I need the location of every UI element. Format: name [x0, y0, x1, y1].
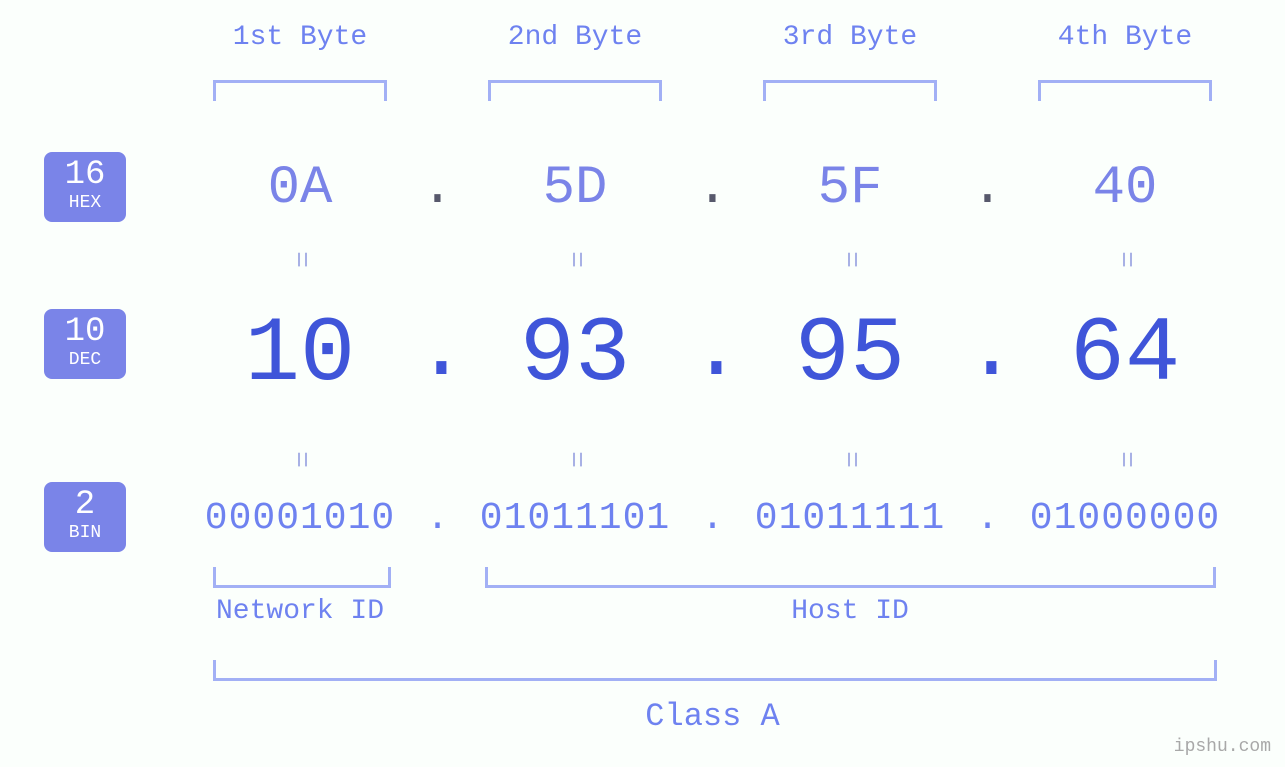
byte-label: 4th Byte — [1010, 22, 1240, 53]
octet-dot-dec: . — [690, 302, 735, 401]
octet-dot-dec: . — [415, 302, 460, 401]
badge-dec-base: 10 — [44, 315, 126, 349]
byte-label: 1st Byte — [185, 22, 415, 53]
badge-bin-base: 2 — [44, 488, 126, 522]
byte-bracket-top — [1038, 80, 1212, 101]
badge-dec: 10 DEC — [44, 309, 126, 379]
class-bracket — [213, 660, 1217, 681]
octet-dot-bin: . — [415, 497, 460, 540]
octet-dot-dec: . — [965, 302, 1010, 401]
badge-hex: 16 HEX — [44, 152, 126, 222]
octet-dot-bin: . — [965, 497, 1010, 540]
bytes-grid: 1st Byte 0A = 10 = 00001010 2nd Byte 5D … — [185, 0, 1235, 767]
octet-dot-bin: . — [690, 497, 735, 540]
bin-value: 00001010 — [185, 497, 415, 540]
equals-icon: = — [285, 345, 316, 575]
badge-hex-label: HEX — [44, 194, 126, 212]
badge-bin-label: BIN — [44, 524, 126, 542]
host-id-bracket — [485, 567, 1216, 588]
byte-bracket-top — [213, 80, 387, 101]
bin-value: 01000000 — [1010, 497, 1240, 540]
byte-label: 3rd Byte — [735, 22, 965, 53]
bin-value: 01011111 — [735, 497, 965, 540]
byte-bracket-top — [763, 80, 937, 101]
class-label: Class A — [185, 698, 1240, 735]
badge-dec-label: DEC — [44, 351, 126, 369]
octet-dot-hex: . — [965, 158, 1010, 219]
octet-dot-hex: . — [690, 158, 735, 219]
network-id-label: Network ID — [185, 596, 415, 627]
network-id-bracket — [213, 567, 391, 588]
host-id-label: Host ID — [460, 596, 1240, 627]
attribution-text: ipshu.com — [1174, 737, 1271, 757]
badge-hex-base: 16 — [44, 158, 126, 192]
octet-dot-hex: . — [415, 158, 460, 219]
equals-icon: = — [1110, 345, 1141, 575]
bin-value: 01011101 — [460, 497, 690, 540]
equals-icon: = — [835, 345, 866, 575]
byte-bracket-top — [488, 80, 662, 101]
byte-label: 2nd Byte — [460, 22, 690, 53]
badge-bin: 2 BIN — [44, 482, 126, 552]
equals-icon: = — [560, 345, 591, 575]
